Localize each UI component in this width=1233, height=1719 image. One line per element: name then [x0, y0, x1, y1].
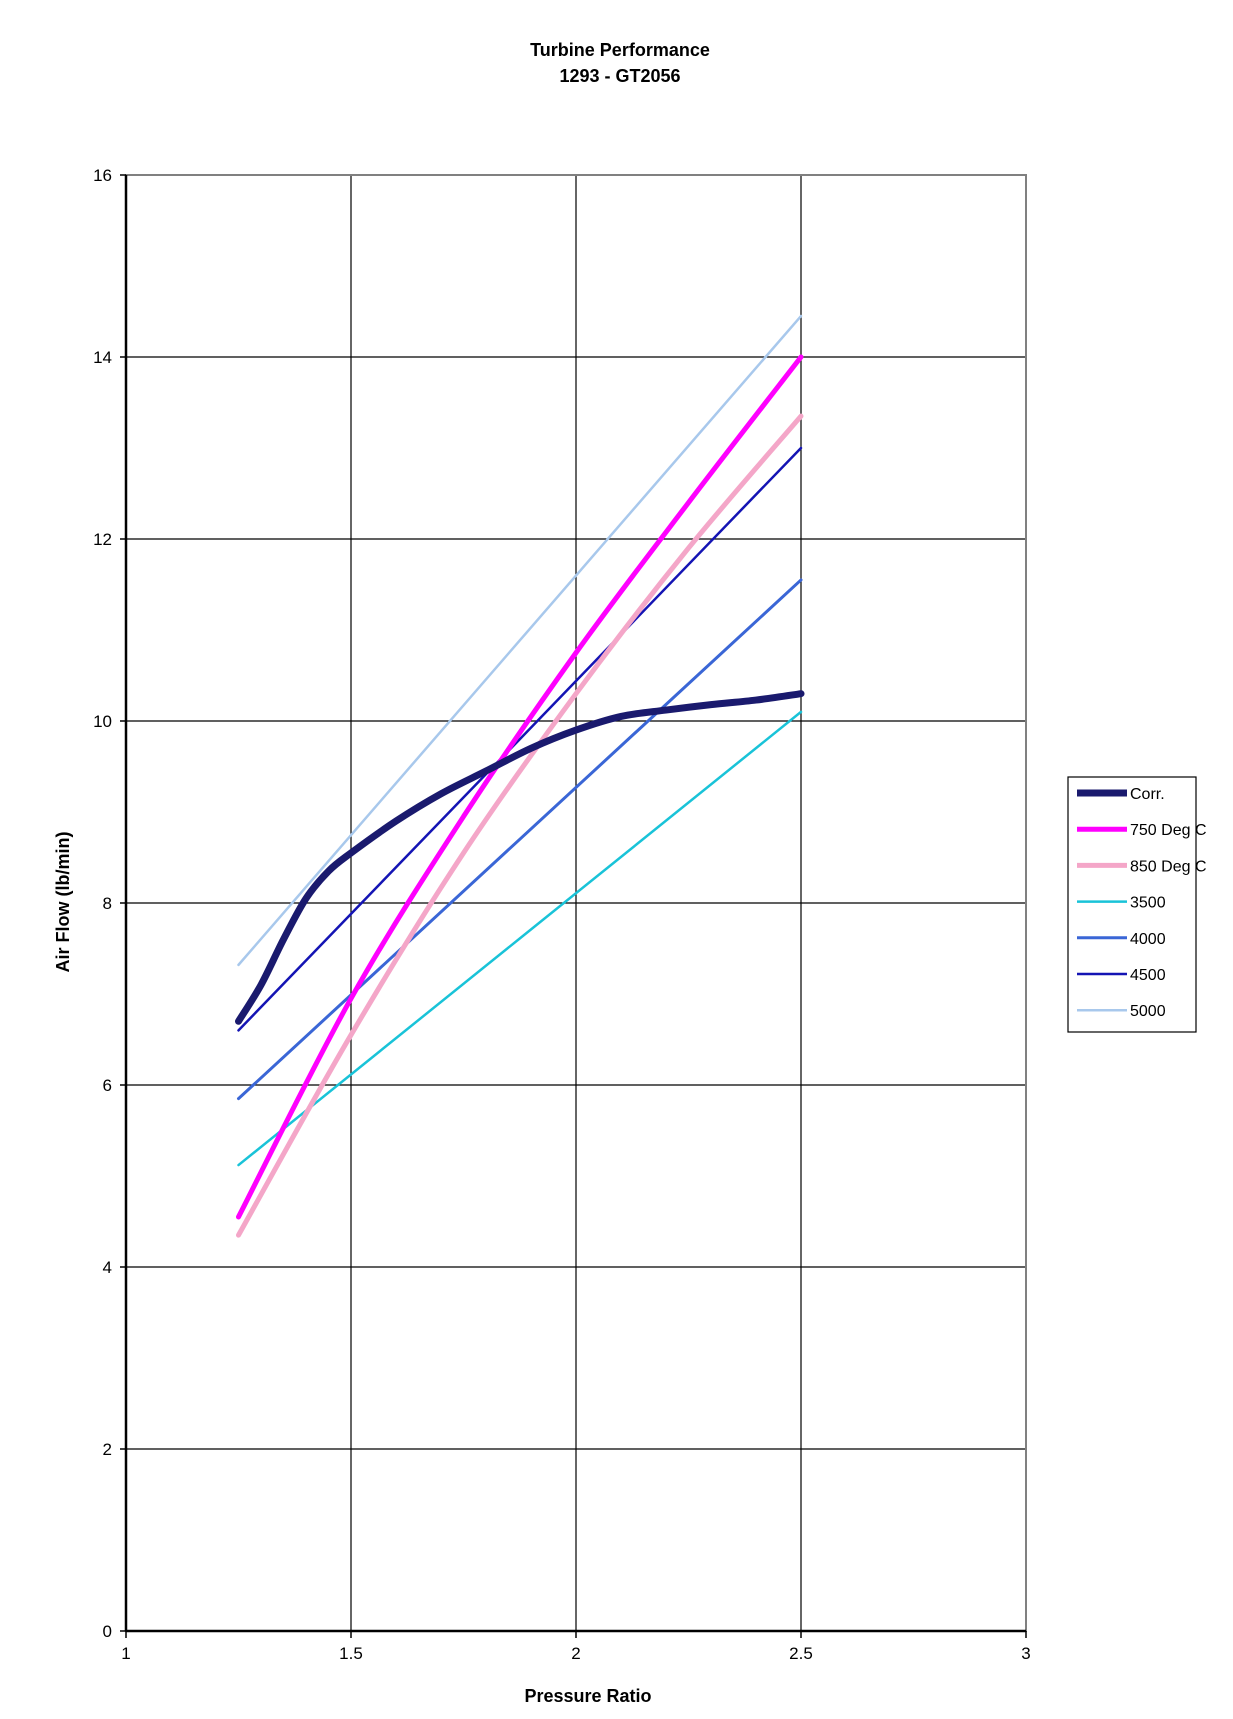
x-tick-label: 1	[121, 1644, 130, 1663]
legend: Corr. 750 Deg C 850 Deg C 3500 4000 4500 5000	[1067, 776, 1207, 1033]
y-tick-label: 10	[93, 712, 112, 731]
y-tick-label: 12	[93, 530, 112, 549]
legend-label: Corr.	[1130, 786, 1165, 803]
series-line-3500	[237, 710, 803, 1167]
series-lines	[235, 314, 805, 1238]
y-tick-label: 14	[93, 348, 112, 367]
series-line-750-deg-c	[236, 354, 804, 1220]
x-tick-label: 2	[571, 1644, 580, 1663]
legend-label: 750 Deg C	[1130, 822, 1207, 839]
legend-label: 5000	[1130, 1003, 1166, 1020]
legend-box	[1067, 776, 1197, 1033]
x-tick-label: 1.5	[339, 1644, 363, 1663]
grid-lines	[125, 174, 1027, 1632]
series-line-4500	[237, 446, 803, 1032]
y-tick-label: 0	[103, 1622, 112, 1641]
chart-subtitle: 1293 - GT2056	[559, 66, 680, 86]
series-line-5000	[237, 314, 803, 967]
y-axis-label: Air Flow (lb/min)	[53, 832, 73, 973]
series-line-4000	[237, 578, 803, 1101]
tick-labels: 0 2 4 6 8 10 12 14 16 1 1.5 2 2.5 3	[93, 166, 1031, 1663]
y-tick-label: 2	[103, 1440, 112, 1459]
legend-label: 3500	[1130, 895, 1166, 912]
x-tick-label: 2.5	[789, 1644, 813, 1663]
legend-label: 850 Deg C	[1130, 858, 1207, 875]
legend-label: 4500	[1130, 967, 1166, 984]
series-line-850-deg-c	[236, 413, 804, 1238]
x-axis-label: Pressure Ratio	[524, 1686, 651, 1706]
y-tick-label: 16	[93, 166, 112, 185]
x-tick-label: 3	[1021, 1644, 1030, 1663]
y-tick-label: 8	[103, 894, 112, 913]
series-line-corr	[235, 690, 805, 1025]
chart-title: Turbine Performance	[530, 40, 710, 60]
y-tick-label: 4	[103, 1258, 112, 1277]
legend-label: 4000	[1130, 931, 1166, 948]
y-tick-label: 6	[103, 1076, 112, 1095]
axes	[120, 174, 1027, 1638]
